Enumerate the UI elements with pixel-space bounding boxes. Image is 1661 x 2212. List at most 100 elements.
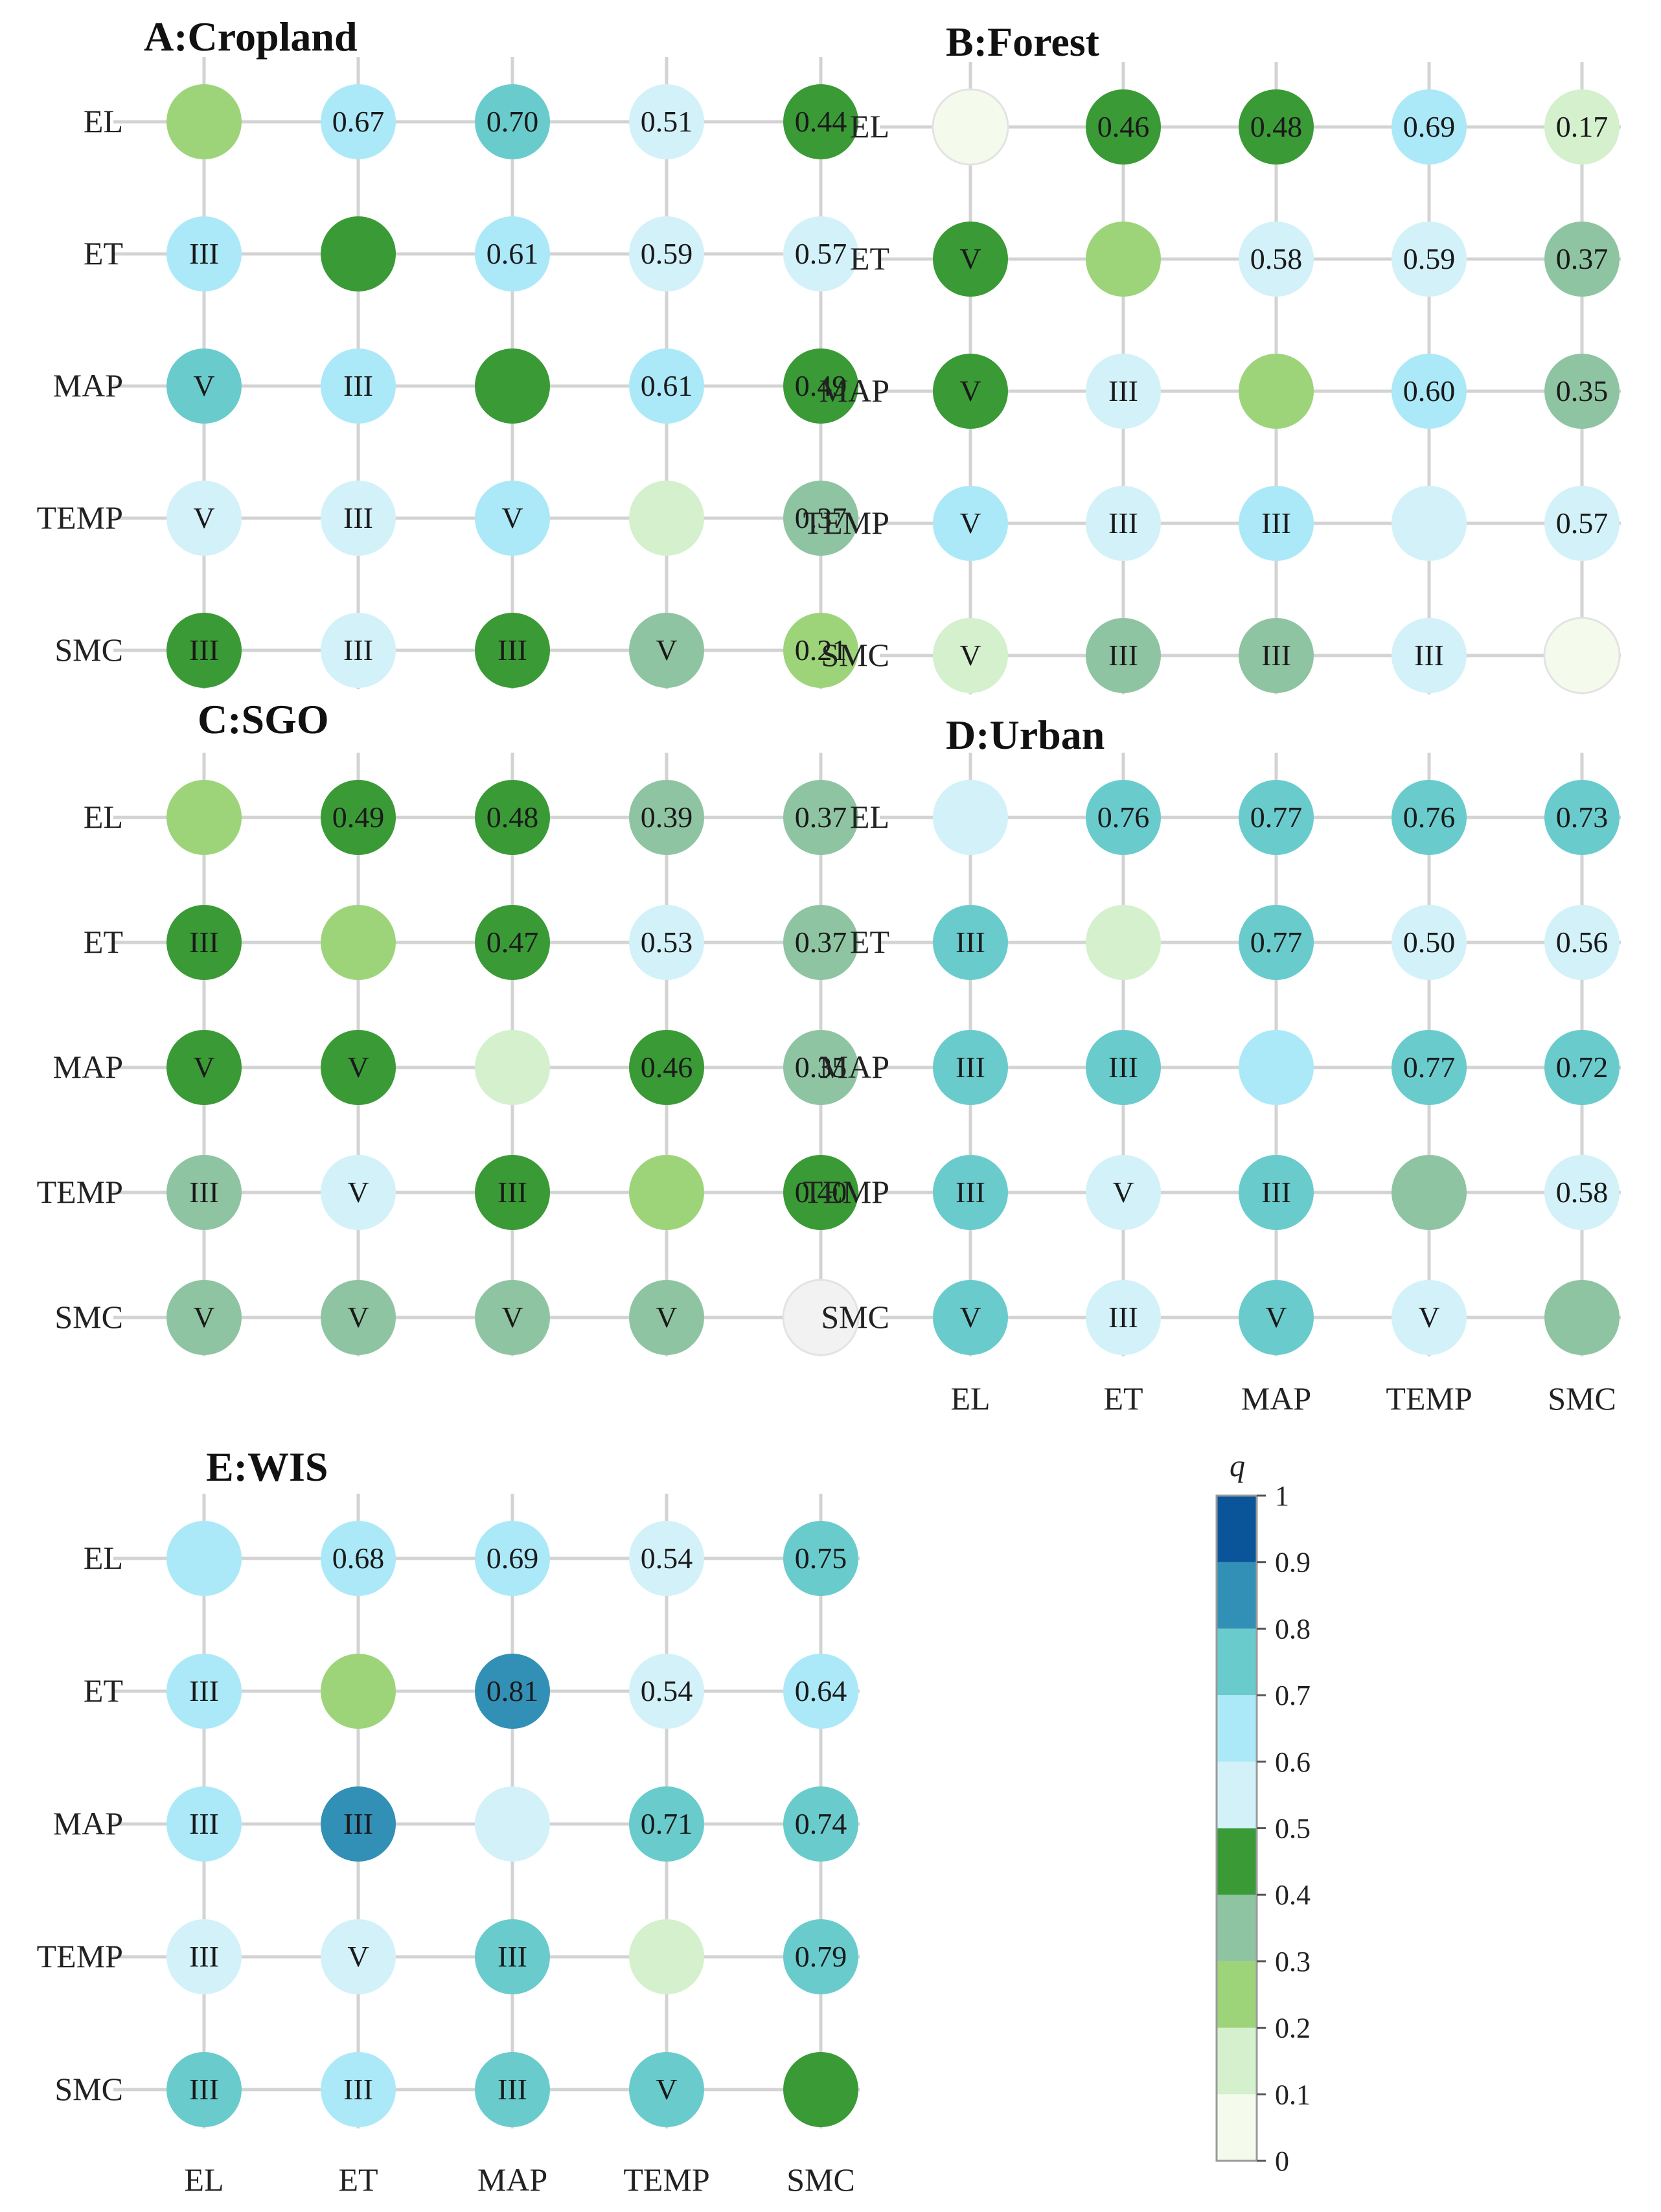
legend-tick-label: 0.5 <box>1275 1813 1311 1845</box>
panel-title: C:SGO <box>198 696 329 742</box>
col-label: EL <box>950 1380 990 1417</box>
cell-circle <box>1392 1030 1467 1105</box>
cell-circle <box>933 354 1008 429</box>
panel-E: E:WIS EL ET MAP TEMP SMC EL ET MAP TEMP SMC 0.68 0.6… <box>37 1444 860 2198</box>
cell-circle <box>1392 1280 1467 1355</box>
cell-label: III <box>1108 1051 1138 1084</box>
cell-circle <box>321 1155 396 1230</box>
row-label: TEMP <box>37 1174 123 1210</box>
legend-tick-label: 0.3 <box>1275 1946 1311 1978</box>
row-label: SMC <box>54 632 123 668</box>
cell-circle <box>1392 89 1467 165</box>
row-label: MAP <box>53 1805 123 1841</box>
cell-label: III <box>189 1940 219 1973</box>
cell-circle <box>1086 486 1161 561</box>
cell-circle <box>475 1654 550 1729</box>
col-label: ET <box>1103 1380 1143 1417</box>
cell-circle <box>475 1155 550 1230</box>
cell-circle <box>475 780 550 855</box>
cell-label: 0.71 <box>641 1807 693 1840</box>
cell-circle <box>1544 354 1620 429</box>
cell-label: 0.54 <box>641 1542 693 1575</box>
panel-title: A:Cropland <box>144 14 358 60</box>
cell-label: III <box>189 1674 219 1707</box>
cell-label: 0.48 <box>1250 110 1303 143</box>
cell-label: 0.59 <box>1403 242 1456 275</box>
cell-circle <box>475 2052 550 2127</box>
cell-circle <box>166 1786 242 1862</box>
row-label: EL <box>850 108 889 144</box>
legend-swatch <box>1217 1895 1257 1961</box>
cell-circle <box>166 1521 242 1596</box>
cell-label: III <box>956 926 985 959</box>
cell-label: V <box>656 1301 677 1334</box>
panel-title: B:Forest <box>946 19 1100 65</box>
row-label: MAP <box>53 367 123 404</box>
cell-label: III <box>343 2073 373 2106</box>
cell-circle <box>475 216 550 291</box>
cell-circle <box>629 84 704 159</box>
col-label: ET <box>338 2161 378 2198</box>
cell-label: V <box>1418 1301 1439 1334</box>
cell-circle <box>1086 89 1161 165</box>
cell-label: III <box>1261 507 1291 540</box>
cell-label: III <box>189 237 219 270</box>
cell-label: 0.56 <box>1556 926 1609 959</box>
cell-label: 0.70 <box>487 105 539 138</box>
legend-swatch <box>1217 1761 1257 1829</box>
cell-label: III <box>189 1176 219 1209</box>
cell-label: 0.21 <box>795 633 847 667</box>
cell-label: 0.37 <box>795 926 847 959</box>
cell-circle <box>629 613 704 688</box>
legend-tick-label: 1 <box>1275 1480 1289 1512</box>
cell-label: III <box>1261 1176 1291 1209</box>
cell-label: V <box>347 1176 369 1209</box>
cell-circle <box>1392 780 1467 855</box>
cell-circle <box>783 481 858 556</box>
panel-C: C:SGO EL ET MAP TEMP SMC 0.49 0.48 0.39 0.37 III 0.… <box>37 696 860 1356</box>
cell-label: V <box>1265 1301 1287 1334</box>
cell-label: 0.50 <box>1403 926 1456 959</box>
legend-swatch <box>1217 2027 1257 2095</box>
legend-tick-label: 0.1 <box>1275 2079 1311 2110</box>
cell-label: V <box>501 1301 523 1334</box>
cell-circle <box>1392 354 1467 429</box>
cell-label: V <box>193 1051 214 1084</box>
legend-tick-label: 0.2 <box>1275 2012 1311 2044</box>
cell-circle <box>475 1786 550 1862</box>
cell-label: 0.73 <box>1556 801 1609 834</box>
cell-circle <box>629 2052 704 2127</box>
cell-circle <box>1544 780 1620 855</box>
cell-label: 0.37 <box>1556 242 1609 275</box>
cell-label: 0.74 <box>795 1807 847 1840</box>
cell-circle <box>321 84 396 159</box>
cell-label: 0.35 <box>1556 374 1609 407</box>
cell-label: III <box>1414 639 1444 672</box>
cell-circle <box>166 481 242 556</box>
row-label: TEMP <box>37 499 123 536</box>
cell-label: III <box>1108 507 1138 540</box>
cell-circle <box>166 780 242 855</box>
cell-circle <box>933 905 1008 980</box>
cell-circle <box>321 1786 396 1862</box>
row-label: MAP <box>819 372 889 409</box>
legend-tick-label: 0 <box>1275 2145 1289 2177</box>
cell-circle <box>1544 486 1620 561</box>
cell-label: V <box>959 507 981 540</box>
cell-circle <box>1086 618 1161 693</box>
cell-label: III <box>1261 639 1291 672</box>
cell-label: 0.57 <box>1556 507 1609 540</box>
cell-circle <box>629 1786 704 1862</box>
cell-circle <box>629 905 704 980</box>
cell-label: V <box>959 374 981 407</box>
q-legend: q 0 0.1 0.2 0.3 0.4 0.5 0.6 0.7 0.8 0.9 1 <box>1215 1449 1311 2177</box>
cell-circle <box>321 348 396 424</box>
row-label: ET <box>84 235 123 271</box>
cell-label: III <box>343 369 373 402</box>
cell-circle <box>1544 1155 1620 1230</box>
cell-label: 0.47 <box>487 926 539 959</box>
col-label: TEMP <box>1386 1380 1472 1417</box>
cell-circle <box>933 780 1008 855</box>
cell-label: 0.58 <box>1556 1176 1609 1209</box>
col-label: EL <box>184 2161 223 2198</box>
